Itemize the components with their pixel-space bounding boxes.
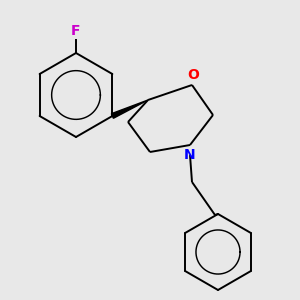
Text: O: O bbox=[187, 68, 199, 82]
Polygon shape bbox=[111, 100, 148, 118]
Text: F: F bbox=[71, 24, 81, 38]
Text: N: N bbox=[184, 148, 196, 162]
